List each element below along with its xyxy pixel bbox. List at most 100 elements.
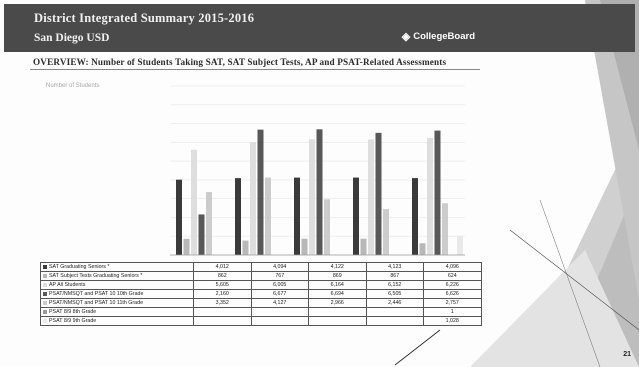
overview-title: OVERVIEW: Number of Students Taking SAT,… [33,57,447,67]
logo-text: CollegeBoard [413,31,475,42]
bar-series4-group3 [316,129,323,255]
table-row: PSAT 8/9 9th Grade 1,028 [40,316,482,326]
legend-swatch [43,273,47,278]
table-cell: 6,626 [423,289,482,299]
table-cell: 767 [250,271,309,281]
district-name: San Diego USD [34,32,110,44]
bar-series4-group4 [375,132,382,255]
table-cell [250,307,309,317]
y-axis-label: Number of Students [46,83,100,89]
table-row: SAT Subject Tests Graduating Seniors * 86… [40,271,482,281]
table-cell: 869 [308,271,367,281]
table-cell: 2,446 [365,298,424,308]
legend-text: PSAT/NMSQT and PSAT 10 11th Grade [49,300,144,306]
legend-swatch [43,318,47,323]
table-cell: 4,094 [250,262,309,272]
page-number: 21 [623,351,631,358]
series-label: PSAT/NMSQT and PSAT 10 10th Grade [40,289,194,299]
series-label: AP All Students [40,280,194,290]
table-cell: 862 [193,271,252,281]
title-divider [30,69,480,70]
table-cell: 2,757 [423,298,482,308]
legend-swatch [43,309,47,314]
table-cell: 4,012 [193,262,252,272]
legend-text: PSAT 8/9 9th Grade [49,318,97,324]
bar-series3-group1 [191,149,197,255]
table-cell [365,316,424,326]
bar-series4-group2 [257,129,264,255]
legend-swatch [43,300,47,305]
table-row: PSAT/NMSQT and PSAT 10 11th Grade 3,352 4,… [40,298,482,308]
data-table: SAT Graduating Seniors * 4,012 4,094 4,122 4… [40,262,482,326]
bar-series1-group1 [176,179,182,255]
table-cell: 6,164 [308,280,367,290]
legend-text: SAT Subject Tests Graduating Seniors * [49,273,143,279]
acorn-icon: ◈ [401,31,411,43]
table-cell: 4,122 [308,262,367,272]
table-cell: 3,352 [193,298,252,308]
bar-series3-group5 [427,138,433,255]
legend-text: SAT Graduating Seniors * [49,264,110,270]
bar-series1-group5 [412,178,418,255]
table-row: PSAT/NMSQT and PSAT 10 10th Grade 2,160 6,… [40,289,482,299]
legend-text: PSAT/NMSQT and PSAT 10 10th Grade [49,291,144,297]
table-row: SAT Graduating Seniors * 4,012 4,094 4,122 4… [40,262,482,272]
table-cell [193,307,252,317]
table-cell [308,316,367,326]
table-cell: 6,226 [423,280,482,290]
bar-series3-group3 [309,139,315,255]
legend-swatch [43,282,47,287]
table-cell [193,316,252,326]
bar-series3-group2 [250,142,256,255]
table-cell: 1 [423,307,482,317]
table-cell: 5,605 [193,280,252,290]
bar-series4-group5 [434,130,441,255]
bar-series2-group1 [183,238,190,255]
table-cell: 2,966 [308,298,367,308]
table-cell: 6,677 [250,289,309,299]
legend-text: AP All Students [49,282,86,288]
bar-series2-group4 [360,238,367,255]
series-label: PSAT 8/9 8th Grade [40,307,194,317]
table-cell: 6,505 [365,289,424,299]
bar-series2-group3 [301,238,308,255]
bar-series7-group5 [457,235,463,255]
table-cell: 4,127 [250,298,309,308]
table-cell: 1,028 [423,316,482,326]
bar-series5-group2 [265,177,271,255]
bar-series1-group4 [353,177,359,255]
series-label: PSAT/NMSQT and PSAT 10 11th Grade [40,298,194,308]
table-cell [365,307,424,317]
legend-swatch [43,291,47,296]
slide-header: District Integrated Summary 2015-2016 Sa… [4,4,635,52]
legend-text: PSAT 8/9 8th Grade [49,309,97,315]
bar-series5-group4 [383,209,389,255]
table-cell: 4,096 [423,262,482,272]
bar-series5-group1 [206,192,212,255]
table-cell [250,316,309,326]
series-label: SAT Subject Tests Graduating Seniors * [40,271,194,281]
table-cell: 867 [365,271,424,281]
table-cell: 4,123 [365,262,424,272]
table-cell: 624 [423,271,482,281]
series-label: SAT Graduating Seniors * [40,262,194,272]
bar-series5-group5 [442,203,448,255]
table-cell [308,307,367,317]
table-cell: 2,160 [193,289,252,299]
table-cell: 6,005 [250,280,309,290]
bar-series1-group2 [235,178,241,255]
bar-series4-group1 [198,214,205,255]
table-row: AP All Students 5,605 6,005 6,164 6,152 6,226 [40,280,482,290]
bar-series2-group2 [242,240,249,255]
table-cell: 6,694 [308,289,367,299]
table-cell: 6,152 [365,280,424,290]
table-row: PSAT 8/9 8th Grade 1 [40,307,482,317]
collegeboard-logo: ◈ CollegeBoard [402,30,475,43]
bar-series1-group3 [294,177,300,255]
report-title: District Integrated Summary 2015-2016 [34,11,255,25]
bar-series2-group5 [419,243,426,255]
series-label: PSAT 8/9 9th Grade [40,316,194,326]
